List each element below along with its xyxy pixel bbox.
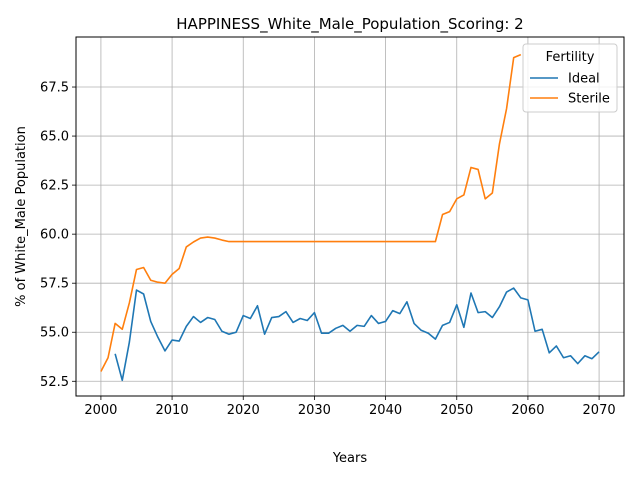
x-axis: 2000 2010 2020 2030 2040 2050 2060 2070 <box>84 396 616 418</box>
x-tick-label: 2040 <box>369 403 402 418</box>
x-axis-label: Years <box>332 451 368 466</box>
x-tick-label: 2030 <box>298 403 331 418</box>
legend-title: Fertility <box>546 50 595 65</box>
plot-frame <box>75 36 625 397</box>
x-tick-label: 2000 <box>84 403 117 418</box>
legend-box <box>522 43 618 113</box>
y-axis: 52.5 55.0 57.5 60.0 62.5 65.0 67.5 <box>40 81 76 390</box>
series-line-sterile <box>100 53 522 372</box>
x-tick-label: 2070 <box>583 403 616 418</box>
series-layer <box>100 53 600 382</box>
y-tick-label: 55.0 <box>40 326 69 341</box>
x-tick-label: 2020 <box>227 403 260 418</box>
y-tick-label: 57.5 <box>40 277 69 292</box>
legend-label-sterile: Sterile <box>568 92 610 107</box>
y-tick-label: 60.0 <box>40 228 69 243</box>
legend-label-ideal: Ideal <box>568 72 600 87</box>
y-tick-label: 62.5 <box>40 179 69 194</box>
series-line-ideal <box>114 287 600 382</box>
x-tick-label: 2050 <box>440 403 473 418</box>
y-tick-label: 52.5 <box>40 375 69 390</box>
x-tick-label: 2010 <box>156 403 189 418</box>
y-axis-label: % of White_Male Population <box>14 126 29 307</box>
legend: Fertility Ideal Sterile <box>522 43 618 113</box>
x-tick-label: 2060 <box>511 403 544 418</box>
y-tick-label: 67.5 <box>40 81 69 96</box>
y-tick-label: 65.0 <box>40 130 69 145</box>
chart-title: HAPPINESS_White_Male_Population_Scoring:… <box>176 15 523 34</box>
